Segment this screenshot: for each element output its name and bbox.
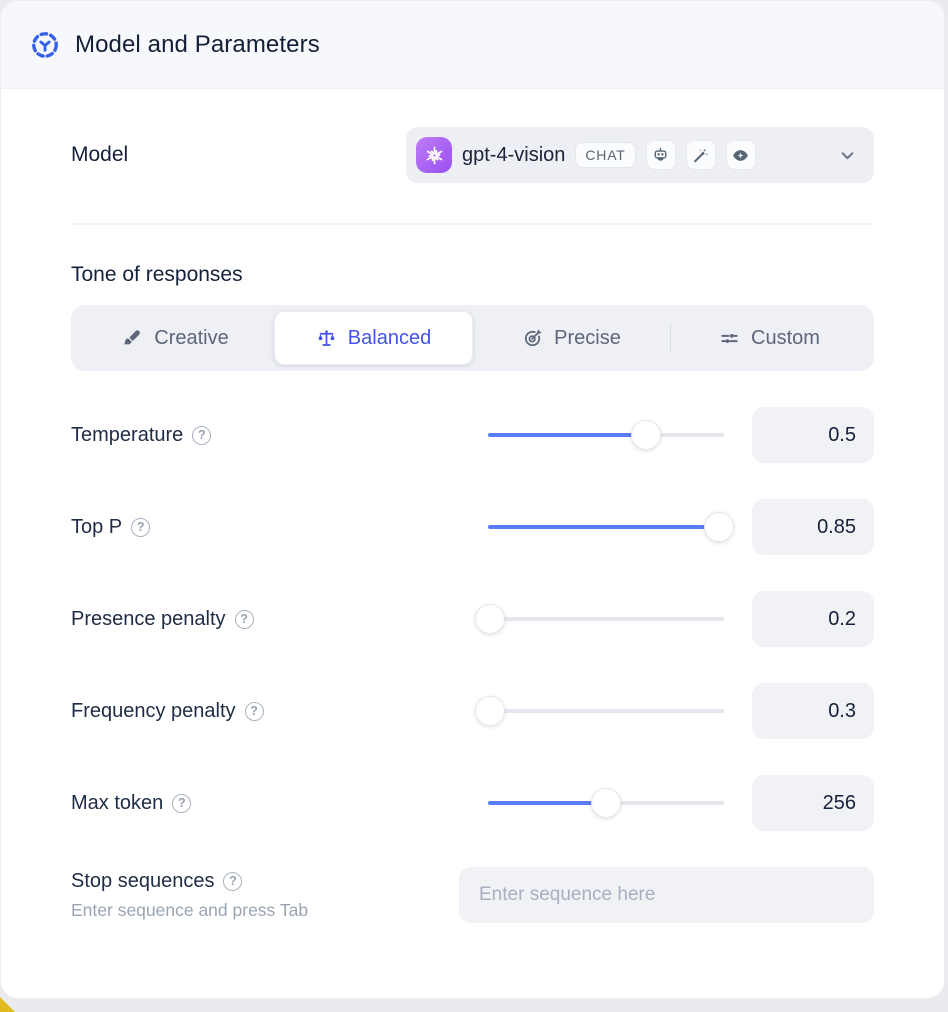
model-row: Model gpt-4-vision CH	[71, 127, 874, 183]
yellow-corner-accent	[0, 997, 15, 1012]
param-row-presence-penalty: Presence penalty ? 0.2	[71, 591, 874, 647]
chevron-down-icon	[837, 145, 858, 166]
slider-fill	[488, 801, 606, 805]
slider-track[interactable]	[488, 617, 724, 621]
model-name: gpt-4-vision	[462, 143, 566, 166]
param-label: Presence penalty	[71, 607, 226, 630]
help-icon[interactable]: ?	[223, 871, 243, 891]
presence-penalty-slider[interactable]	[475, 604, 724, 634]
sliders-icon	[719, 328, 740, 349]
help-icon[interactable]: ?	[172, 793, 192, 813]
frequency-penalty-slider[interactable]	[475, 696, 724, 726]
tone-heading: Tone of responses	[71, 263, 243, 286]
help-icon[interactable]: ?	[244, 701, 264, 721]
slider-thumb[interactable]	[475, 604, 506, 634]
param-label: Temperature	[71, 423, 184, 446]
balance-scale-icon	[316, 328, 337, 349]
tab-label: Balanced	[347, 326, 432, 349]
top-p-slider[interactable]	[488, 512, 735, 542]
stop-sequence-input[interactable]	[459, 867, 874, 923]
param-row-max-token: Max token ? 256	[71, 775, 874, 831]
divider	[71, 223, 874, 225]
model-hub-icon	[29, 29, 61, 61]
tab-balanced[interactable]: Balanced	[274, 311, 473, 365]
max-token-slider[interactable]	[488, 788, 724, 818]
help-icon[interactable]: ?	[234, 609, 254, 629]
presence-penalty-value[interactable]: 0.2	[752, 591, 874, 647]
param-label: Max token	[71, 791, 164, 814]
bot-icon	[645, 140, 676, 170]
slider-fill	[488, 433, 647, 437]
param-row-temperature: Temperature ? 0.5	[71, 407, 874, 463]
temperature-value[interactable]: 0.5	[752, 407, 874, 463]
slider-fill	[488, 525, 720, 529]
help-icon[interactable]: ?	[192, 425, 212, 445]
param-label: Frequency penalty	[71, 699, 236, 722]
tab-label: Creative	[154, 326, 229, 349]
tab-divider	[670, 323, 671, 353]
tab-precise[interactable]: Precise	[473, 311, 670, 365]
panel-header: Model and Parameters	[1, 1, 944, 89]
paintbrush-icon	[122, 328, 143, 349]
vision-icon	[725, 140, 756, 170]
openai-logo-icon	[416, 137, 452, 173]
slider-thumb[interactable]	[475, 696, 506, 726]
slider-track[interactable]	[488, 709, 724, 713]
model-select[interactable]: gpt-4-vision CHAT	[406, 127, 874, 183]
param-row-top-p: Top P ? 0.85	[71, 499, 874, 555]
temperature-slider[interactable]	[488, 420, 724, 450]
slider-thumb[interactable]	[591, 788, 621, 818]
help-icon[interactable]: ?	[131, 517, 151, 537]
target-icon	[522, 328, 543, 349]
tone-tabs: Creative Balanced	[71, 305, 874, 371]
slider-thumb[interactable]	[631, 420, 662, 450]
tab-creative[interactable]: Creative	[77, 311, 274, 365]
chat-mode-badge: CHAT	[575, 142, 636, 168]
stop-sequences-hint: Enter sequence and press Tab	[71, 899, 309, 920]
param-row-frequency-penalty: Frequency penalty ? 0.3	[71, 683, 874, 739]
max-token-value[interactable]: 256	[752, 775, 874, 831]
slider-thumb[interactable]	[704, 512, 735, 542]
stop-sequences-label: Stop sequences	[71, 869, 215, 892]
top-p-value[interactable]: 0.85	[752, 499, 874, 555]
frequency-penalty-value[interactable]: 0.3	[752, 683, 874, 739]
panel-title: Model and Parameters	[75, 30, 320, 58]
magic-wand-icon	[685, 140, 716, 170]
param-label: Top P	[71, 515, 123, 538]
model-label: Model	[71, 143, 129, 166]
stop-sequences-row: Stop sequences ? Enter sequence and pres…	[71, 867, 874, 923]
tab-custom[interactable]: Custom	[671, 311, 868, 365]
tab-label: Precise	[554, 326, 621, 349]
tab-label: Custom	[751, 326, 820, 349]
